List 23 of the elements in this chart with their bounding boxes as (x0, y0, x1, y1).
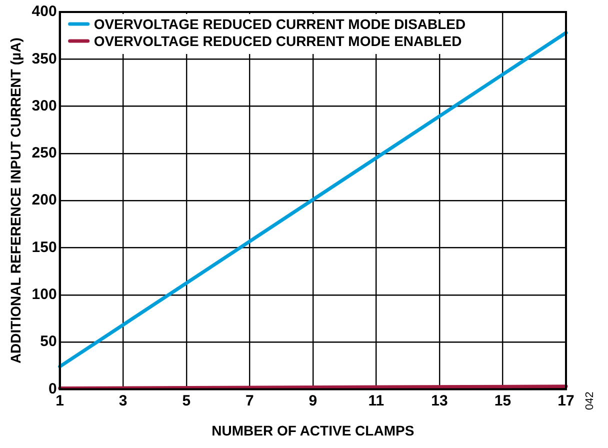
y-tick-label: 400 (32, 3, 57, 20)
x-tick-label: 11 (368, 392, 384, 410)
x-tick-label: 5 (182, 392, 191, 410)
x-tick-label: 9 (308, 392, 318, 410)
x-tick-label: 1 (56, 392, 64, 410)
x-axis-title: NUMBER OF ACTIVE CLAMPS (212, 422, 414, 438)
y-tick-label: 200 (32, 192, 57, 209)
x-tick-label: 17 (558, 392, 574, 410)
x-tick-label: 3 (118, 392, 128, 410)
text: 042 (584, 392, 596, 410)
y-axis-title: ADDITIONAL REFERENCE INPUT CURRENT (µA) (7, 38, 24, 364)
x-tick-label: 13 (431, 392, 448, 410)
y-tick-label: 100 (32, 286, 57, 304)
y-tick-label: 350 (32, 50, 57, 68)
y-tick-label: 150 (32, 238, 57, 256)
x-tick-label: 7 (245, 392, 254, 410)
legend-label: OVERVOLTAGE REDUCED CURRENT MODE DISABLED (94, 16, 466, 32)
y-tick-label: 250 (32, 144, 57, 162)
y-tick-label: 300 (32, 97, 57, 114)
y-tick-label: 50 (40, 333, 57, 350)
y-tick-label: 0 (48, 380, 57, 398)
x-tick-label: 15 (494, 392, 512, 410)
legend-label: OVERVOLTAGE REDUCED CURRENT MODE ENABLED (94, 32, 462, 49)
